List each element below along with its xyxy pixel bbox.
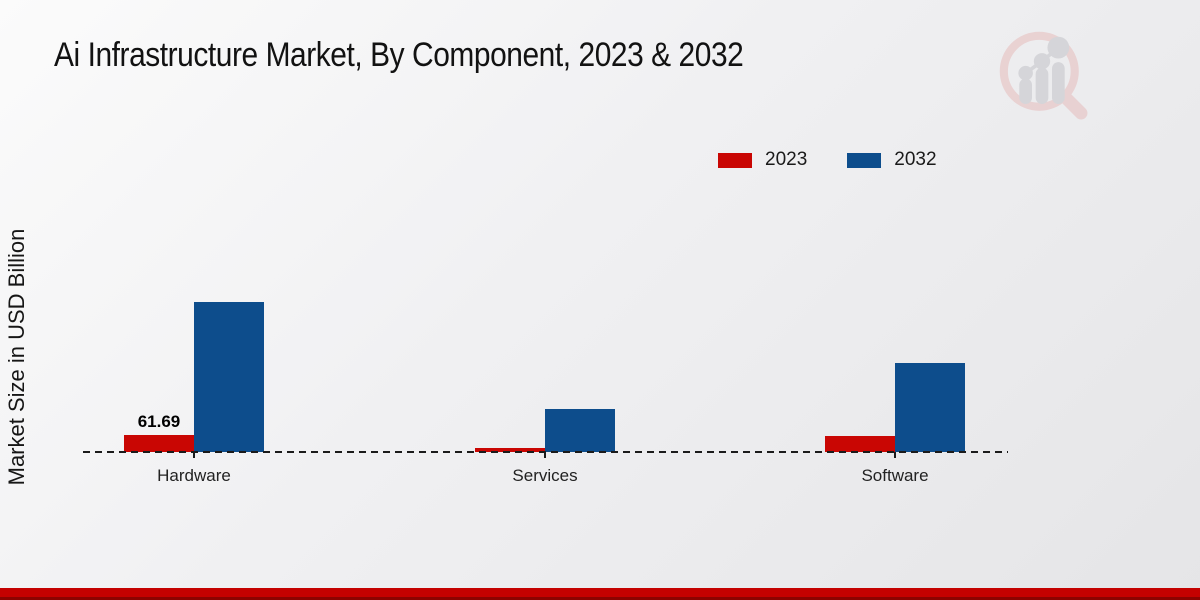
bar-hardware-2032 xyxy=(194,302,264,452)
x-axis-baseline xyxy=(83,451,1008,453)
legend-item-2023: 2023 xyxy=(718,149,807,171)
y-axis-label: Market Size in USD Billion xyxy=(4,228,29,486)
bar-software-2023 xyxy=(825,436,895,452)
legend-label-2023: 2023 xyxy=(765,149,808,170)
axis-tick-hardware xyxy=(193,452,195,458)
magnifier-bar-chart-logo-icon xyxy=(992,24,1092,124)
axis-tick-software xyxy=(894,452,896,458)
legend: 2023 2032 xyxy=(718,149,937,171)
bar-services-2032 xyxy=(545,409,615,452)
legend-swatch-2023 xyxy=(718,152,752,168)
legend-swatch-2032 xyxy=(847,152,882,168)
category-label-hardware: Hardware xyxy=(157,466,231,485)
category-label-software: Software xyxy=(861,466,929,485)
category-label-services: Services xyxy=(512,466,578,485)
plot-area: Hardware 61.69 Services Software xyxy=(83,200,1008,485)
bar-value-label: 61.69 xyxy=(137,412,181,431)
bar-software-2032 xyxy=(895,363,965,452)
bar-services-2023 xyxy=(475,448,545,452)
footer-bar xyxy=(0,588,1200,600)
footer-bar-edge xyxy=(0,597,1200,600)
axis-tick-services xyxy=(544,452,546,458)
legend-label-2032: 2032 xyxy=(894,149,937,170)
bar-hardware-2023 xyxy=(124,435,194,452)
legend-item-2032: 2032 xyxy=(847,149,937,171)
chart-title: Ai Infrastructure Market, By Component, … xyxy=(54,36,744,74)
